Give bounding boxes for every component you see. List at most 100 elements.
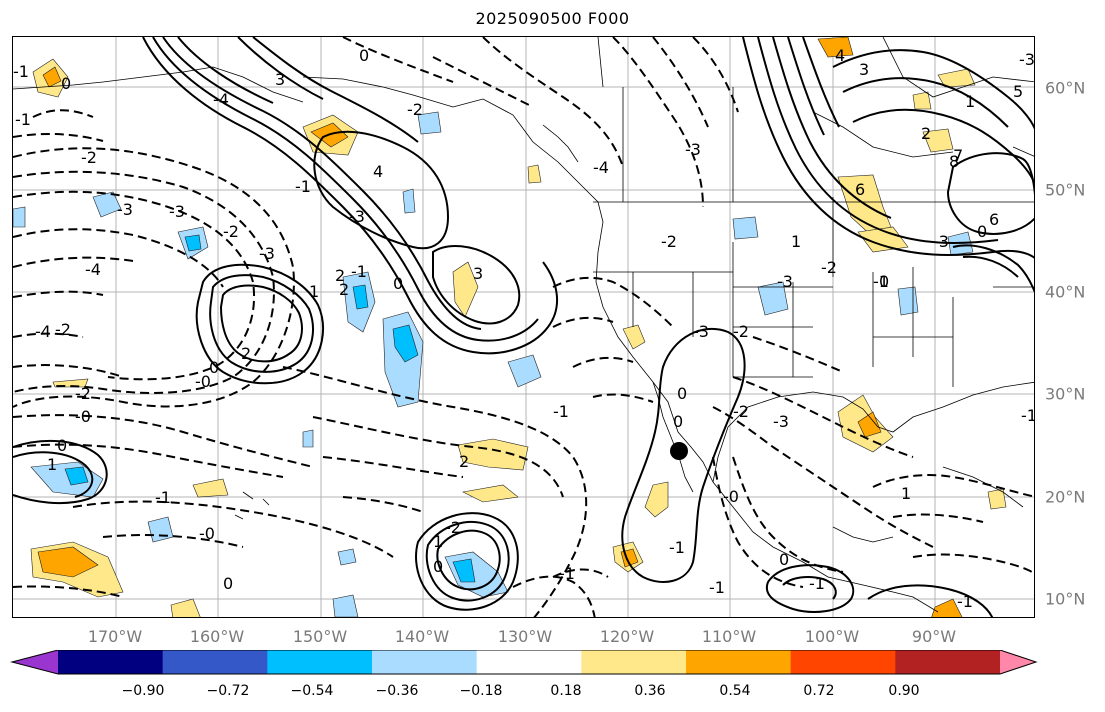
contour-label: 0	[393, 274, 403, 293]
contour-label: -1	[295, 177, 311, 196]
lon-label: 130°W	[497, 627, 553, 646]
anomaly-blob	[42, 66, 62, 88]
contour-label: -0	[199, 524, 215, 543]
contour-label: -0	[195, 372, 211, 391]
contour-label: 1	[901, 484, 911, 503]
lon-label: 100°W	[804, 627, 860, 646]
contour-label: 2	[459, 452, 469, 471]
contour-label: 3	[473, 264, 483, 283]
contour-label: -4	[35, 322, 51, 341]
shaded-anomalies	[13, 37, 1007, 617]
contour-label: 0	[223, 574, 233, 593]
contour-label: -4	[213, 90, 229, 109]
colorbar-tick: 0.90	[888, 683, 920, 699]
map-panel[interactable]: -1 0 3 -1 -2 -3 -4 -3 -4 -2 -2 -0 0 1 -1…	[12, 36, 1035, 618]
anomaly-blob	[30, 461, 104, 498]
lat-label: 20°N	[1045, 487, 1086, 507]
contour-label: 0	[977, 222, 987, 241]
contour-label: -1	[351, 262, 367, 281]
contour-label: -1	[13, 62, 29, 81]
lat-label: 30°N	[1045, 384, 1086, 404]
anomaly-blob	[897, 286, 919, 316]
anomaly-blob	[352, 284, 369, 310]
colorbar-segment	[372, 650, 478, 674]
lat-label: 10°N	[1045, 589, 1086, 609]
contour-label: -2	[661, 232, 677, 251]
contour-label: -1	[709, 578, 725, 597]
colorbar-segment	[790, 650, 896, 674]
contour-label: -2	[733, 402, 749, 421]
anomaly-blob	[507, 354, 542, 388]
lat-label: 50°N	[1045, 180, 1086, 200]
contour-label: 0	[209, 358, 219, 377]
anomaly-blob	[922, 128, 954, 153]
anomaly-blob	[452, 558, 476, 583]
lon-label: 160°W	[189, 627, 245, 646]
lat-label: 60°N	[1045, 78, 1086, 98]
coastlines	[13, 37, 1034, 613]
contour-label: -1	[553, 402, 569, 421]
contour-label: -1	[559, 564, 575, 583]
anomaly-blob	[757, 281, 789, 316]
colorbar	[10, 650, 1038, 675]
anomaly-blob	[13, 206, 26, 228]
lon-label: 90°W	[911, 627, 957, 646]
anomaly-blob	[457, 438, 529, 471]
contour-label: -2	[733, 322, 749, 341]
colorbar-tick: −0.90	[121, 683, 165, 699]
colorbar-segment	[895, 650, 1001, 674]
anomaly-blob	[337, 548, 357, 566]
colorbar-segment	[162, 650, 268, 674]
contour-label: 6	[855, 180, 865, 199]
anomaly-blob	[302, 429, 314, 448]
colorbar-segments	[12, 650, 1036, 674]
contour-label: 0	[779, 550, 789, 569]
contour-label: 1	[309, 282, 319, 301]
anomaly-blob	[92, 191, 122, 218]
contour-label: -4	[85, 260, 101, 279]
anomaly-blob	[912, 91, 932, 110]
anomaly-blob	[402, 188, 416, 214]
contour-label: 0	[879, 272, 889, 291]
contour-label: 4	[835, 46, 845, 65]
map-title: 2025090500 F000	[475, 9, 630, 28]
anomaly-blob	[857, 226, 909, 253]
colorbar-segment	[476, 650, 582, 674]
contour-label: -2	[445, 518, 461, 537]
anomaly-blob	[192, 478, 229, 498]
contour-label: -3	[685, 140, 701, 159]
contour-label: -2	[55, 320, 71, 339]
contour-label: -1	[669, 538, 685, 557]
anomaly-blob	[644, 481, 669, 518]
anomaly-blob	[931, 598, 963, 617]
contours-negative	[13, 37, 1034, 617]
lon-label: 120°W	[599, 627, 655, 646]
anomaly-blob	[937, 68, 976, 88]
contour-label: 1	[791, 232, 801, 251]
contour-label: -3	[933, 232, 949, 251]
colorbar-tick: 0.72	[803, 683, 835, 699]
colorbar-tick: 0.18	[550, 683, 582, 699]
contour-label: -3	[773, 412, 789, 431]
contour-label: -1	[873, 272, 889, 291]
colorbar-segment	[686, 650, 792, 674]
contour-label: -4	[593, 158, 609, 177]
contour-label: -2	[81, 148, 97, 167]
contour-label: -2	[821, 258, 837, 277]
lat-label: 40°N	[1045, 282, 1086, 302]
contour-label: -3	[169, 202, 185, 221]
contours-positive	[13, 37, 1034, 617]
contour-label: 1	[47, 455, 57, 474]
colorbar-tick: −0.54	[290, 683, 334, 699]
anomaly-blob	[332, 594, 359, 617]
contour-label: -1	[15, 110, 31, 129]
anomaly-blob	[417, 111, 442, 135]
anomaly-blob	[987, 488, 1007, 510]
anomaly-blob	[527, 164, 542, 184]
contour-label: 2	[921, 124, 931, 143]
colorbar-extend-low	[12, 650, 58, 674]
contour-label: 0	[359, 46, 369, 65]
anomaly-blob	[64, 466, 89, 486]
lon-label: 150°W	[292, 627, 348, 646]
contour-label: -0	[75, 407, 91, 426]
